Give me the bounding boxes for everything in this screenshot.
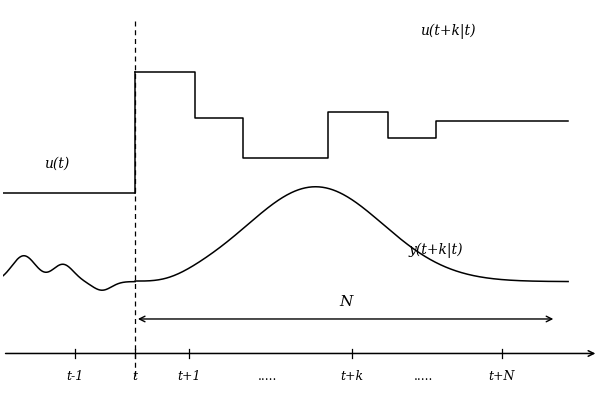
- Text: .....: .....: [258, 370, 277, 383]
- Text: N: N: [339, 295, 352, 308]
- Text: t+1: t+1: [177, 370, 201, 383]
- Text: t-1: t-1: [66, 370, 84, 383]
- Text: u(t): u(t): [44, 157, 70, 171]
- Text: y(t+k|t): y(t+k|t): [409, 242, 463, 258]
- Text: .....: .....: [414, 370, 433, 383]
- Text: t+N: t+N: [489, 370, 515, 383]
- Text: u(t+k|t): u(t+k|t): [420, 24, 476, 39]
- Text: t: t: [132, 370, 138, 383]
- Text: t+k: t+k: [340, 370, 363, 383]
